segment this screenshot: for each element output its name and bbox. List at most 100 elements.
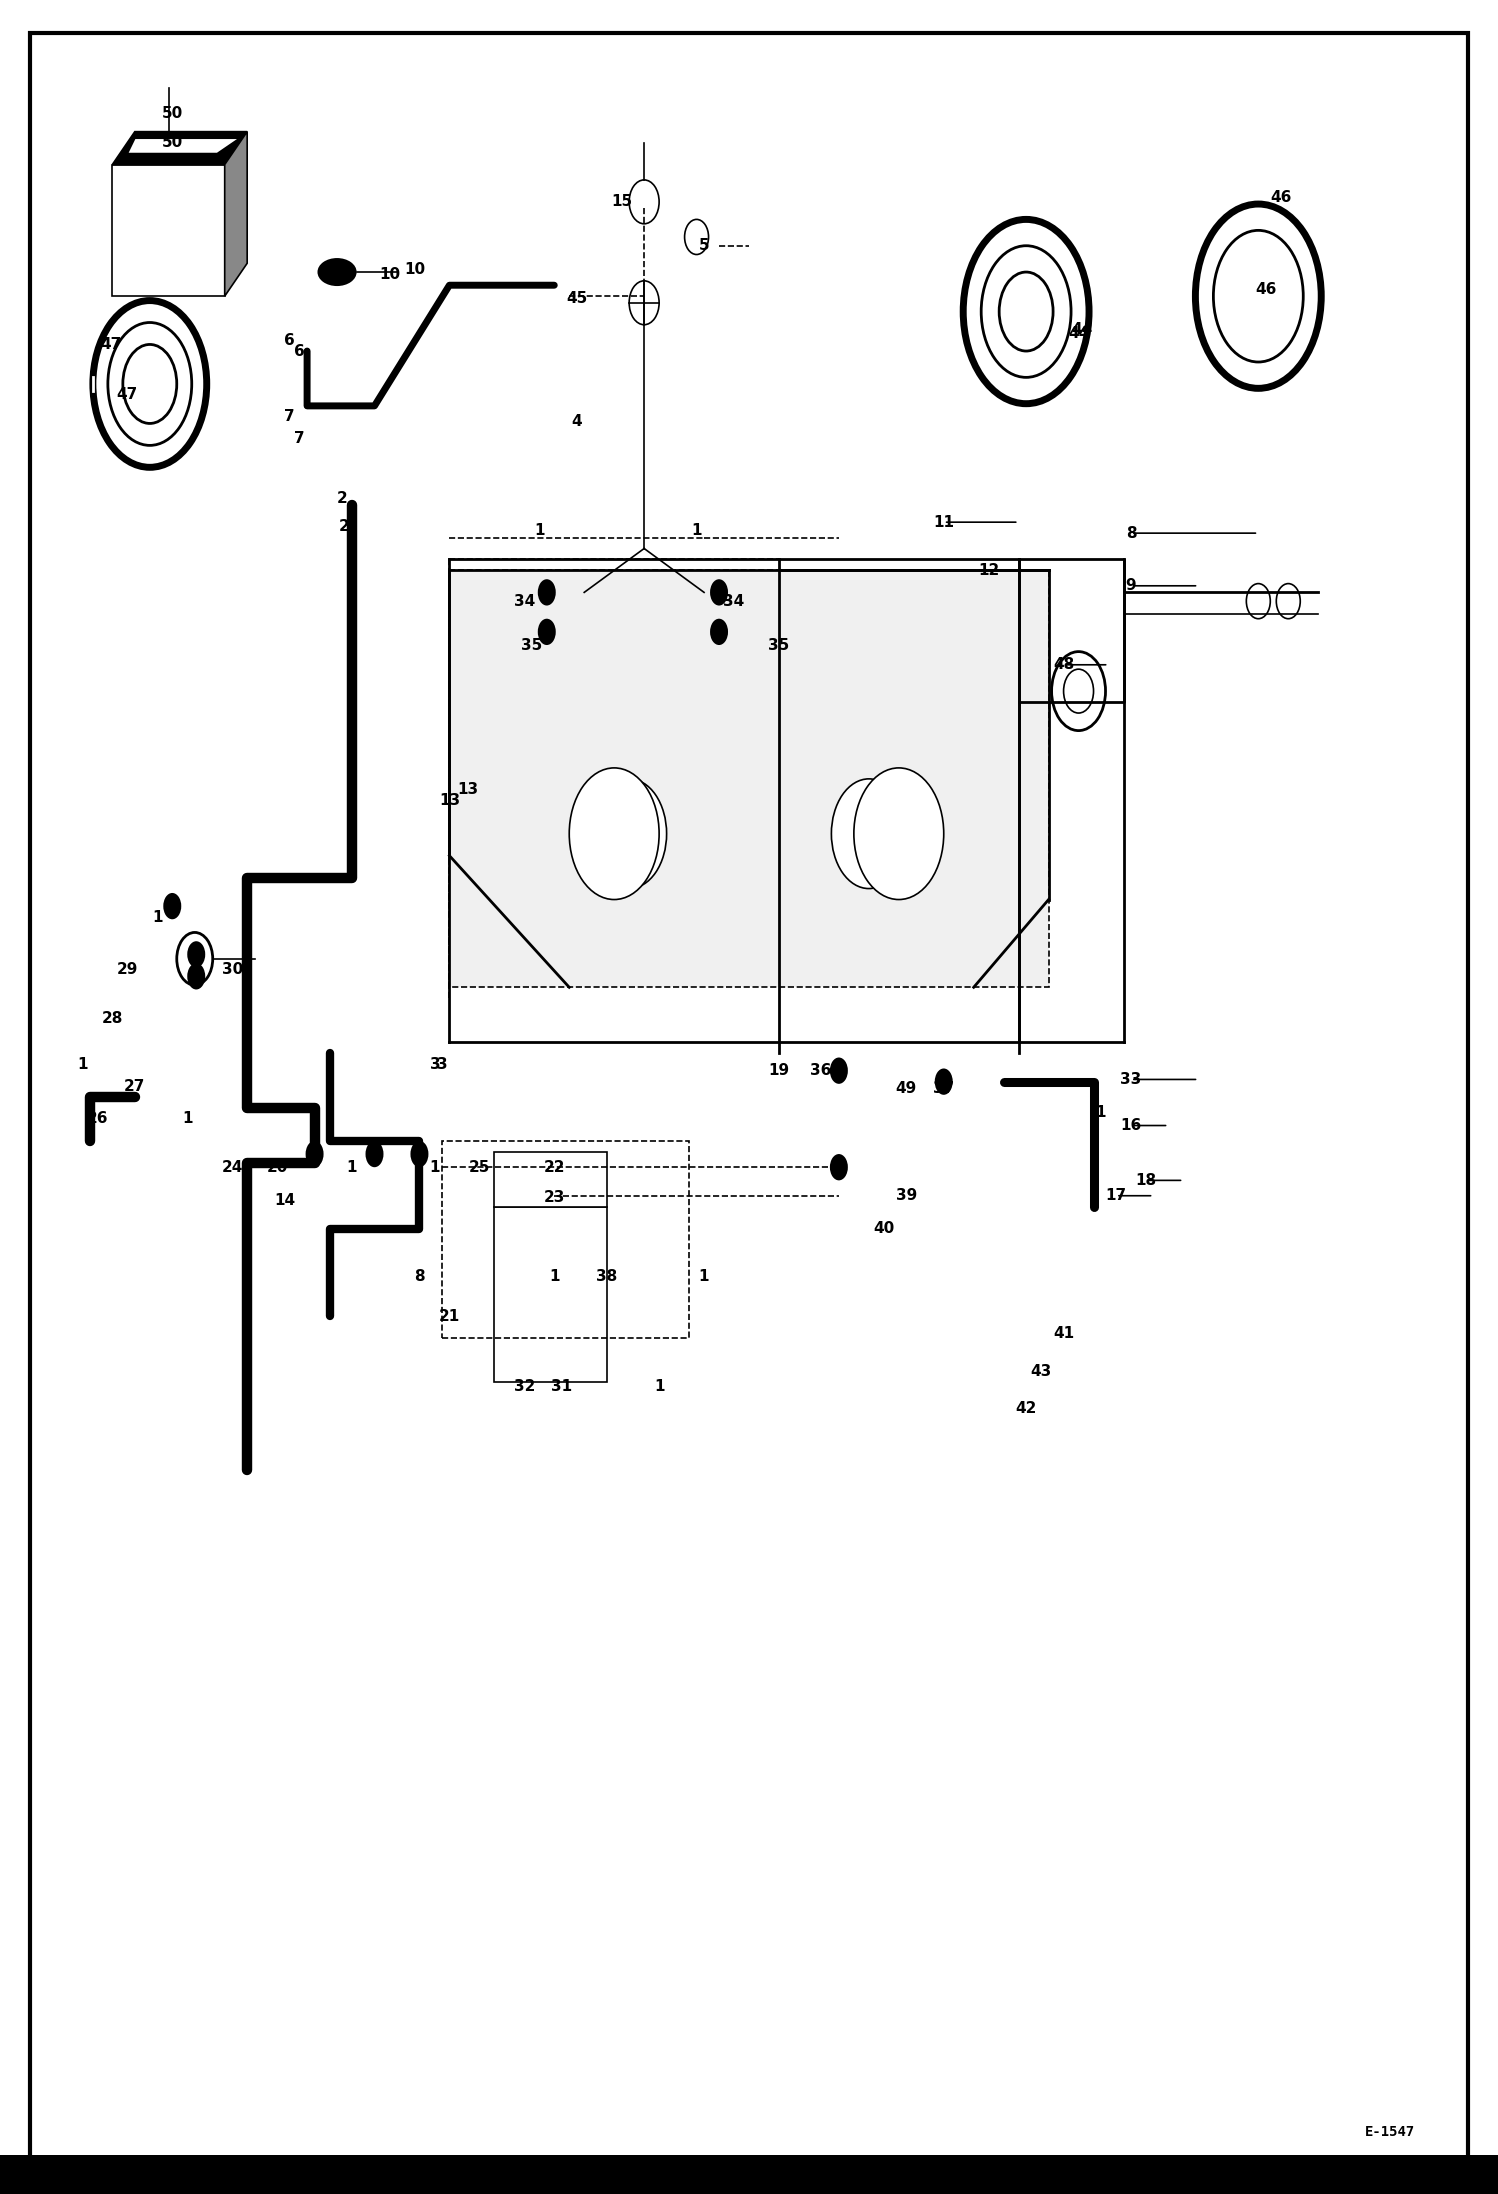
Text: 38: 38 xyxy=(596,1270,617,1283)
Circle shape xyxy=(410,1141,428,1167)
Text: 11: 11 xyxy=(933,516,954,529)
Text: 41: 41 xyxy=(1053,1327,1074,1341)
Text: 34: 34 xyxy=(724,595,745,608)
Text: 47: 47 xyxy=(117,388,138,402)
Polygon shape xyxy=(112,165,225,296)
Text: 44: 44 xyxy=(1068,327,1089,340)
Text: 1: 1 xyxy=(691,524,703,538)
Text: 33: 33 xyxy=(1121,1073,1141,1086)
Text: 18: 18 xyxy=(1135,1174,1156,1187)
Text: 42: 42 xyxy=(1016,1402,1037,1415)
Circle shape xyxy=(830,1154,848,1180)
Bar xyxy=(0,2155,1498,2194)
Circle shape xyxy=(538,619,556,645)
Text: 50: 50 xyxy=(162,105,183,121)
Text: 25: 25 xyxy=(469,1161,490,1174)
Text: 39: 39 xyxy=(896,1189,917,1202)
Polygon shape xyxy=(449,570,1049,987)
Circle shape xyxy=(306,1141,324,1167)
Circle shape xyxy=(187,963,205,989)
Text: 31: 31 xyxy=(551,1380,572,1393)
Text: 10: 10 xyxy=(404,263,425,276)
Text: 40: 40 xyxy=(873,1222,894,1235)
Polygon shape xyxy=(112,132,247,165)
Polygon shape xyxy=(225,132,247,296)
Ellipse shape xyxy=(318,259,357,285)
Text: 5: 5 xyxy=(698,239,710,252)
Text: 1: 1 xyxy=(698,1270,710,1283)
Circle shape xyxy=(163,893,181,919)
Circle shape xyxy=(1064,669,1094,713)
Polygon shape xyxy=(127,138,240,154)
Circle shape xyxy=(935,1068,953,1095)
Text: 8: 8 xyxy=(1125,527,1137,540)
Text: 48: 48 xyxy=(1053,658,1074,671)
Text: 1: 1 xyxy=(533,524,545,538)
Circle shape xyxy=(685,219,709,255)
Text: 3: 3 xyxy=(430,1058,440,1071)
Text: 2: 2 xyxy=(337,491,348,505)
Text: 35: 35 xyxy=(768,638,789,652)
Circle shape xyxy=(366,1141,383,1167)
Text: 37: 37 xyxy=(933,1082,954,1095)
Text: 21: 21 xyxy=(439,1310,460,1323)
Text: 6: 6 xyxy=(285,333,295,347)
Text: 3: 3 xyxy=(436,1058,448,1071)
Circle shape xyxy=(710,619,728,645)
Text: 23: 23 xyxy=(544,1191,565,1205)
Circle shape xyxy=(1246,584,1270,619)
Text: 14: 14 xyxy=(274,1194,295,1207)
Circle shape xyxy=(592,779,667,889)
Text: 43: 43 xyxy=(1031,1365,1052,1378)
Circle shape xyxy=(629,281,659,325)
Circle shape xyxy=(629,180,659,224)
Circle shape xyxy=(831,779,906,889)
Text: 28: 28 xyxy=(102,1011,123,1025)
Text: 2: 2 xyxy=(339,520,351,533)
Text: 46: 46 xyxy=(1270,191,1291,204)
Text: 49: 49 xyxy=(896,1082,917,1095)
Text: 12: 12 xyxy=(978,564,999,577)
Text: 34: 34 xyxy=(514,595,535,608)
Text: 13: 13 xyxy=(457,783,478,796)
Text: 22: 22 xyxy=(544,1161,565,1174)
Circle shape xyxy=(1052,652,1106,731)
Text: 26: 26 xyxy=(87,1112,108,1126)
Text: 45: 45 xyxy=(566,292,587,305)
Circle shape xyxy=(569,768,659,900)
Text: 32: 32 xyxy=(514,1380,535,1393)
Text: 1: 1 xyxy=(548,1270,560,1283)
Text: 7: 7 xyxy=(285,410,295,423)
Text: 15: 15 xyxy=(611,195,632,208)
Bar xyxy=(494,1152,607,1207)
Text: 16: 16 xyxy=(1121,1119,1141,1132)
Text: 10: 10 xyxy=(379,268,400,281)
Text: 1: 1 xyxy=(428,1161,440,1174)
Bar xyxy=(442,1141,689,1338)
Text: 47: 47 xyxy=(100,338,121,351)
Circle shape xyxy=(830,1058,848,1084)
Text: 44: 44 xyxy=(1071,323,1092,336)
Text: 1: 1 xyxy=(151,911,163,924)
Text: 6: 6 xyxy=(294,344,306,358)
Text: 1: 1 xyxy=(346,1161,358,1174)
Text: 35: 35 xyxy=(521,638,542,652)
Text: 24: 24 xyxy=(222,1161,243,1174)
Text: 1: 1 xyxy=(181,1112,193,1126)
Text: 50: 50 xyxy=(162,136,183,149)
Circle shape xyxy=(854,768,944,900)
Circle shape xyxy=(187,941,205,968)
Text: 19: 19 xyxy=(768,1064,789,1077)
Text: 13: 13 xyxy=(439,794,460,807)
Text: 1: 1 xyxy=(1095,1106,1107,1119)
Text: 7: 7 xyxy=(294,432,306,445)
Circle shape xyxy=(177,932,213,985)
Text: 30: 30 xyxy=(222,963,243,976)
Text: 27: 27 xyxy=(124,1079,145,1093)
Text: 4: 4 xyxy=(571,415,583,428)
Text: E-1547: E-1547 xyxy=(1365,2126,1416,2139)
Bar xyxy=(494,1207,607,1382)
Text: 1: 1 xyxy=(76,1058,88,1071)
Text: 46: 46 xyxy=(1255,283,1276,296)
Text: 1: 1 xyxy=(653,1380,665,1393)
